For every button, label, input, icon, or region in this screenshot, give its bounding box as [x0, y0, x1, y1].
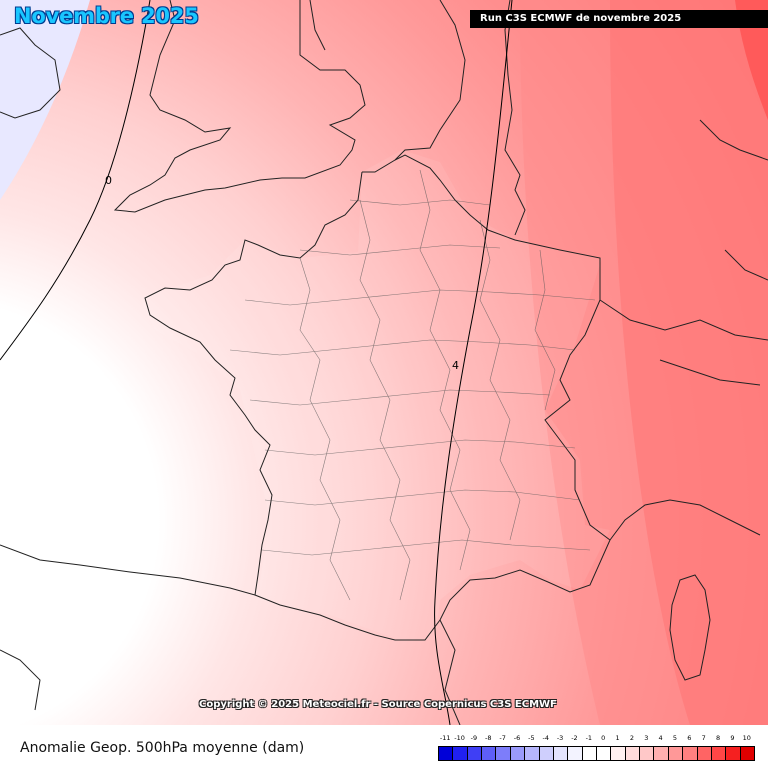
contour-line-0	[0, 0, 151, 361]
legend-tick-label: -10	[454, 734, 465, 742]
department-borders	[229, 169, 596, 601]
legend-swatch	[667, 746, 684, 761]
legend-tick-label: 7	[701, 734, 706, 742]
legend-tick-label: 8	[716, 734, 721, 742]
legend-tick-label: -9	[470, 734, 478, 742]
legend-swatch	[710, 746, 727, 761]
legend-swatch	[495, 746, 511, 761]
legend-tick-label: 4	[658, 734, 663, 742]
legend-swatch	[610, 746, 626, 761]
coastlines	[0, 0, 768, 725]
contour-line-4	[434, 0, 513, 725]
contour-label-0: 0	[105, 174, 112, 187]
france-land	[140, 150, 610, 640]
legend-swatch	[739, 746, 755, 761]
color-legend: -11 -10 -9 -8 -7 -6 -5 -4 -3 -2 -1 0 1 2 3 4 5 6 7 8 9 10	[438, 734, 755, 764]
anomaly-map: 0 4	[0, 0, 768, 725]
legend-tick-label: -11	[439, 734, 451, 742]
run-label: Run C3S ECMWF de novembre 2025	[470, 10, 768, 28]
legend-swatch	[725, 746, 741, 761]
map-caption: Anomalie Geop. 500hPa moyenne (dam)	[20, 740, 305, 756]
legend-tick-label: 5	[672, 734, 678, 742]
legend-swatch	[538, 746, 554, 761]
legend-swatch	[438, 746, 454, 761]
legend-swatch	[509, 746, 526, 761]
legend-tick-label: 10	[742, 734, 751, 742]
legend-tick-label: -5	[528, 734, 535, 742]
copyright-text: Copyright © 2025 Meteociel.fr - Source C…	[199, 699, 557, 710]
legend-swatch	[596, 746, 612, 761]
legend-tick-label: -2	[571, 734, 578, 742]
legend-tick-label: 6	[687, 734, 692, 742]
legend-tick-label: -4	[542, 734, 549, 742]
legend-tick-label: -3	[556, 734, 564, 742]
legend-tick-label: 2	[629, 734, 634, 742]
legend-swatch	[624, 746, 641, 761]
legend-swatch	[653, 746, 669, 761]
legend-swatch	[524, 746, 540, 761]
legend-tick-label: 1	[615, 734, 620, 742]
legend-swatch	[682, 746, 698, 761]
legend-tick-label: 0	[601, 734, 606, 742]
anomaly-band-7	[610, 0, 768, 725]
negative-anomaly-band	[0, 0, 90, 200]
legend-swatch	[466, 746, 483, 761]
legend-swatch	[581, 746, 597, 761]
legend-swatch	[567, 746, 583, 761]
legend-tick-label: -8	[485, 734, 492, 742]
legend-tick-label: -1	[585, 734, 593, 742]
legend-tick-label: 9	[730, 734, 735, 742]
legend-swatch	[452, 746, 468, 761]
map-title: Novembre 2025	[14, 4, 199, 28]
legend-tick-label: -6	[513, 734, 521, 742]
legend-swatch	[481, 746, 497, 761]
legend-swatch	[639, 746, 655, 761]
legend-tick-label: 3	[644, 734, 649, 742]
contour-label-4: 4	[452, 359, 459, 372]
anomaly-band-8	[735, 0, 768, 120]
legend-tick-label: -7	[499, 734, 506, 742]
legend-swatch	[552, 746, 569, 761]
legend-swatch	[696, 746, 712, 761]
